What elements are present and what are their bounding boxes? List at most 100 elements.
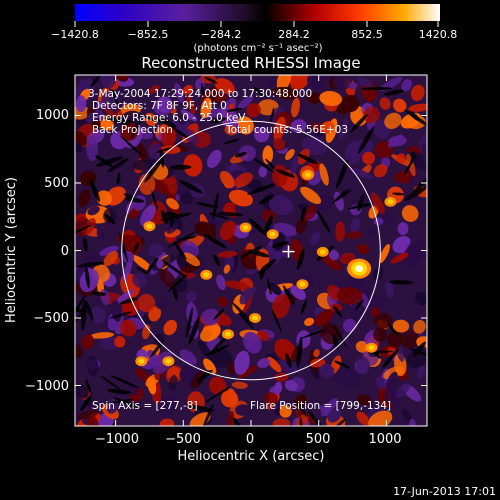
- dark-ridge: [113, 397, 142, 410]
- emission-blob: [132, 255, 153, 272]
- emission-blob: [413, 319, 426, 334]
- emission-blob: [263, 392, 278, 407]
- emission-blob: [186, 95, 196, 115]
- dark-ridge: [232, 417, 243, 426]
- dark-ridge: [275, 169, 296, 178]
- emission-blob: [314, 309, 334, 327]
- dark-ridge: [171, 127, 188, 139]
- emission-blob: [214, 78, 235, 94]
- dark-ridge: [226, 107, 243, 112]
- emission-blob: [344, 373, 358, 387]
- dark-ridge: [82, 237, 88, 252]
- y-tick-label: −1000: [25, 379, 69, 394]
- y-tick-label: 500: [44, 176, 69, 191]
- emission-blob: [266, 356, 282, 373]
- dark-ridge: [131, 114, 143, 139]
- dark-ridge: [336, 159, 349, 189]
- dark-ridge: [216, 212, 244, 217]
- emission-blob: [385, 281, 395, 299]
- emission-blob: [379, 97, 391, 110]
- emission-blob: [96, 190, 112, 206]
- emission-blob: [406, 240, 427, 260]
- emission-blob: [103, 250, 118, 267]
- annotation-method: Back Projection: [92, 124, 173, 136]
- emission-blob: [96, 228, 105, 242]
- emission-blob: [234, 172, 253, 188]
- emission-blob: [254, 126, 270, 143]
- emission-blob: [262, 207, 277, 223]
- emission-blob: [180, 192, 193, 205]
- emission-blob: [156, 259, 164, 269]
- x-tick-label: 0: [246, 432, 254, 447]
- dark-ridge: [155, 146, 175, 153]
- bright-spot-core: [319, 249, 326, 255]
- emission-blob: [362, 106, 381, 124]
- emission-blob: [262, 145, 274, 165]
- dark-ridge: [95, 156, 124, 167]
- dark-ridge: [162, 260, 187, 278]
- dark-ridge: [90, 75, 100, 88]
- colorbar-tick-label: −284.2: [201, 28, 242, 41]
- emission-blob: [148, 242, 165, 258]
- emission-blob: [321, 120, 335, 134]
- emission-blob: [163, 319, 178, 336]
- emission-blob: [332, 75, 353, 91]
- emission-blob: [96, 101, 104, 109]
- dark-ridge: [204, 386, 231, 403]
- emission-blob: [394, 170, 413, 184]
- emission-blob: [401, 408, 412, 424]
- dark-ridge: [212, 254, 221, 266]
- emission-blob: [392, 319, 410, 333]
- dark-ridge: [213, 308, 225, 320]
- dark-ridge: [120, 298, 137, 305]
- emission-blob: [153, 179, 169, 194]
- dark-ridge: [107, 157, 129, 173]
- dark-ridge: [240, 245, 263, 259]
- dark-ridge: [167, 231, 196, 248]
- dark-ridge: [258, 195, 274, 205]
- emission-blob: [362, 151, 376, 165]
- emission-blob: [268, 195, 293, 216]
- emission-blob: [345, 231, 363, 240]
- annotation-energy-range: Energy Range: 6.0 - 25.0 keV: [92, 112, 246, 124]
- dark-ridge: [169, 164, 192, 170]
- emission-blob: [87, 205, 100, 216]
- emission-blob: [200, 324, 221, 342]
- x-tick-label: 1000: [368, 432, 401, 447]
- dark-ridge: [296, 249, 305, 271]
- emission-blob: [327, 408, 341, 423]
- dark-ridge: [204, 344, 230, 356]
- dark-ridge: [238, 312, 255, 330]
- dark-ridge: [335, 189, 352, 202]
- emission-blob: [139, 204, 156, 226]
- emission-blob: [90, 306, 106, 324]
- emission-blob: [182, 252, 201, 267]
- emission-blob: [179, 349, 197, 366]
- dark-ridge: [85, 300, 94, 321]
- spin-axis-label: Spin Axis = [277,-8]: [92, 400, 198, 412]
- bright-spot-core: [269, 231, 276, 237]
- emission-blob: [276, 75, 292, 92]
- dark-ridge: [173, 241, 187, 260]
- emission-blob: [166, 174, 178, 194]
- emission-blob: [238, 145, 256, 162]
- dark-ridge: [111, 89, 120, 107]
- emission-blob: [355, 340, 369, 353]
- emission-blob: [313, 349, 320, 358]
- emission-blob: [272, 294, 290, 319]
- emission-blob: [393, 98, 407, 113]
- flare-position-label: Flare Position = [799,-134]: [250, 400, 391, 412]
- emission-blob: [157, 394, 178, 417]
- emission-blob: [85, 111, 101, 123]
- dark-ridge: [160, 212, 192, 221]
- x-tick-label: −1000: [95, 432, 139, 447]
- dark-ridge: [317, 210, 331, 234]
- dark-ridge: [84, 264, 90, 289]
- dark-ridge: [170, 212, 176, 229]
- colorbar-tick-label: 284.2: [278, 28, 310, 41]
- dark-ridge: [165, 212, 180, 217]
- y-tick-label: 1000: [36, 108, 69, 123]
- dark-ridge: [413, 341, 426, 357]
- dark-ridge: [195, 202, 219, 209]
